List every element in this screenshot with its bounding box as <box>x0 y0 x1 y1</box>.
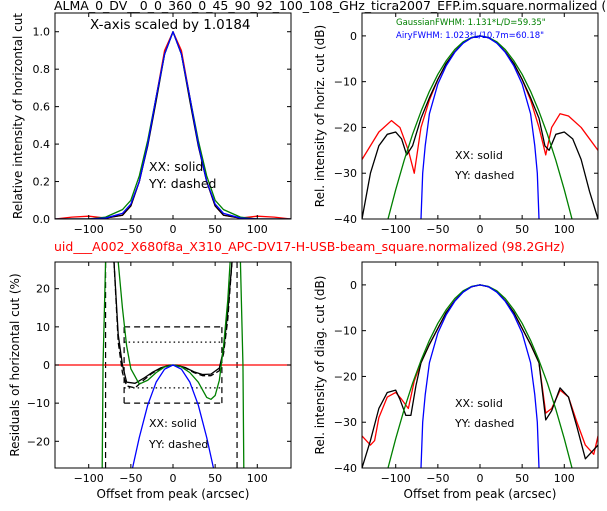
y-tick-label: −40 <box>334 213 357 226</box>
y-axis-label: Residuals of horizontal cut (%) <box>8 273 22 456</box>
series-line-3 <box>420 35 540 219</box>
y-tick-label: −30 <box>334 167 357 180</box>
series-line-3 <box>55 31 291 219</box>
panel-diagonal-cut-db: −100 −50 0 50 100 0 −10 −20 −30 −40 Rel. intensity… <box>313 261 599 501</box>
y-tick-label: −20 <box>27 435 50 448</box>
x-tick-label: 0 <box>170 472 177 485</box>
x-tick-label: −50 <box>426 472 449 485</box>
x-tick-label: 50 <box>515 472 529 485</box>
x-tick-label: 100 <box>247 223 268 236</box>
y-tick-label: 0.6 <box>33 101 51 114</box>
x-tick-label: −100 <box>381 223 411 236</box>
series-line-2 <box>387 284 573 468</box>
y-tick-label: 10 <box>36 321 50 334</box>
plot-frame <box>361 261 599 469</box>
annotation-text: YY: dashed <box>454 417 514 430</box>
legend-entry: GaussianFWHM: 1.131*L/D=59.35" <box>396 18 546 28</box>
series-line-2 <box>113 262 233 389</box>
y-axis-label: Rel. intensity of horiz. cut (dB) <box>313 25 327 207</box>
x-tick-label: 100 <box>247 472 268 485</box>
series-line-3 <box>420 284 540 468</box>
y-tick-label: 0.2 <box>33 176 51 189</box>
annotation-text: YY: dashed <box>148 176 216 191</box>
panel-horizontal-cut-linear: −100 −50 0 50 100 0.0 0.2 0.4 0.6 0.8 1.0 Relative … <box>11 12 292 236</box>
plot-frame <box>361 12 599 220</box>
annotation-text: XX: solid <box>149 159 203 174</box>
y-tick-label: −30 <box>334 416 357 429</box>
y-tick-label: −10 <box>334 325 357 338</box>
y-tick-label: 0.0 <box>33 213 51 226</box>
y-axis-label: Rel. intensity of diag. cut (dB) <box>313 276 327 455</box>
x-tick-label: −100 <box>74 472 104 485</box>
x-tick-label: 50 <box>208 223 222 236</box>
y-tick-label: −20 <box>334 121 357 134</box>
y-tick-label: 1.0 <box>33 26 51 39</box>
y-tick-label: 0 <box>350 279 357 292</box>
x-tick-label: 100 <box>554 223 575 236</box>
figure-mid-title: uid___A002_X680f8a_X310_APC-DV17-H-USB-b… <box>54 239 565 254</box>
annotation-text: YY: dashed <box>148 438 208 451</box>
annotation-text: YY: dashed <box>454 169 514 182</box>
y-tick-label: 0 <box>350 30 357 43</box>
series-line-4 <box>131 364 215 468</box>
y-axis-label: Relative intensity of horizontal cut <box>11 13 25 219</box>
x-tick-label: −50 <box>119 472 142 485</box>
y-tick-label: 0.8 <box>33 63 51 76</box>
figure-top-title: ALMA_0_DV__0_0_360_0_45_90_92_100_108_GH… <box>54 0 606 13</box>
x-axis-label: Offset from peak (arcsec) <box>404 487 557 501</box>
x-axis-label: Offset from peak (arcsec) <box>97 487 250 501</box>
x-tick-label: 0 <box>477 472 484 485</box>
plot-area <box>55 262 291 468</box>
y-tick-label: −10 <box>334 76 357 89</box>
x-tick-label: 100 <box>554 472 575 485</box>
series-line-3 <box>101 262 245 468</box>
x-tick-label: −100 <box>381 472 411 485</box>
panel-horizontal-cut-db: −100 −50 0 50 100 0 −10 −20 −30 −40 Rel. intensity… <box>313 12 599 236</box>
plot-area <box>362 284 598 468</box>
legend-entry: AiryFWHM: 1.023*L/10.7m=60.18" <box>396 31 544 41</box>
series-line-1 <box>362 35 598 219</box>
series-line-2 <box>387 35 573 219</box>
x-tick-label: −50 <box>119 223 142 236</box>
x-tick-label: 0 <box>170 223 177 236</box>
annotation-text: XX: solid <box>455 149 503 162</box>
plot-area <box>55 31 291 219</box>
y-tick-label: 0 <box>43 359 50 372</box>
x-tick-label: 0 <box>477 223 484 236</box>
annotation-text: XX: solid <box>455 397 503 410</box>
y-tick-label: −20 <box>334 370 357 383</box>
y-tick-label: −40 <box>334 462 357 475</box>
y-tick-label: 20 <box>36 283 50 296</box>
annotation-text: XX: solid <box>149 417 197 430</box>
x-tick-label: 50 <box>515 223 529 236</box>
annotation-text: X-axis scaled by 1.0184 <box>90 17 251 33</box>
x-tick-label: 50 <box>208 472 222 485</box>
series-line-1 <box>362 284 598 468</box>
y-tick-label: 0.4 <box>33 138 51 151</box>
y-tick-label: −10 <box>27 397 50 410</box>
plot-area <box>362 35 598 219</box>
x-tick-label: −100 <box>74 223 104 236</box>
x-tick-label: −50 <box>426 223 449 236</box>
